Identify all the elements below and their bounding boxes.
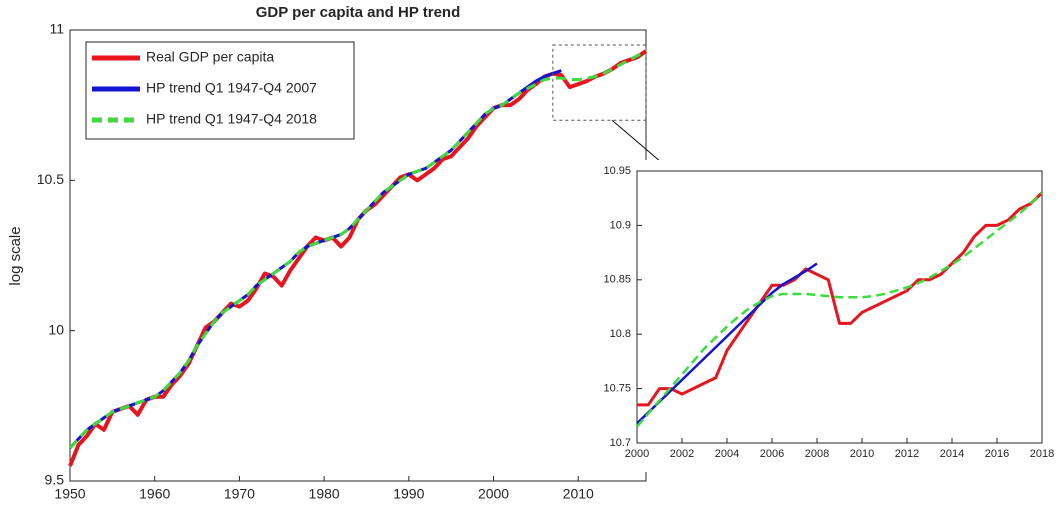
legend-label: HP trend Q1 1947-Q4 2018 xyxy=(146,111,317,127)
main-plot: 1950 1960 1970 1980 1990 2000 2010 9.5 10 10.5 11 R… xyxy=(37,21,648,502)
x-tick-label: 2010 xyxy=(850,448,874,460)
y-tick-label: 9.5 xyxy=(45,472,65,488)
x-tick-label: 2008 xyxy=(805,448,829,460)
x-tick-label: 1980 xyxy=(309,486,340,502)
x-tick-label: 2006 xyxy=(760,448,784,460)
x-tick-label: 2012 xyxy=(895,448,919,460)
series-line xyxy=(636,191,1043,428)
y-tick-label: 10.7 xyxy=(610,437,631,449)
x-tick-label: 2014 xyxy=(940,448,964,460)
series-line xyxy=(68,49,647,449)
y-tick-label: 10.85 xyxy=(603,274,631,286)
x-tick-label: 2000 xyxy=(625,448,649,460)
series-line xyxy=(636,262,818,425)
y-tick-label: 10.75 xyxy=(603,383,631,395)
plot-area xyxy=(636,170,1043,444)
y-tick-label: 10.95 xyxy=(603,165,631,177)
x-tick-label: 1990 xyxy=(393,486,424,502)
y-tick-label: 10.5 xyxy=(37,171,64,187)
y-tick-label: 11 xyxy=(49,21,64,37)
x-tick-label: 2000 xyxy=(478,486,509,502)
x-tick-label: 1970 xyxy=(224,486,255,502)
x-tick-label: 2010 xyxy=(563,486,594,502)
y-tick-label: 10.9 xyxy=(610,219,631,231)
legend-label: Real GDP per capita xyxy=(146,49,274,65)
y-axis-label: log scale xyxy=(7,226,24,285)
legend-label: HP trend Q1 1947-Q4 2007 xyxy=(146,80,317,96)
y-tick-label: 10.8 xyxy=(610,328,631,340)
x-tick-label: 1960 xyxy=(139,486,170,502)
x-tick-label: 1950 xyxy=(54,486,85,502)
inset-plot: 2000 2002 2004 2006 2008 2010 2012 2014 2016 2018… xyxy=(590,160,1054,472)
series-line xyxy=(637,191,1044,407)
x-tick-label: 2018 xyxy=(1030,448,1054,460)
x-tick-label: 2002 xyxy=(670,448,694,460)
x-tick-label: 2004 xyxy=(715,448,739,460)
y-tick-label: 10 xyxy=(48,321,64,337)
chart-title: GDP per capita and HP trend xyxy=(256,4,461,21)
x-tick-label: 2016 xyxy=(985,448,1009,460)
